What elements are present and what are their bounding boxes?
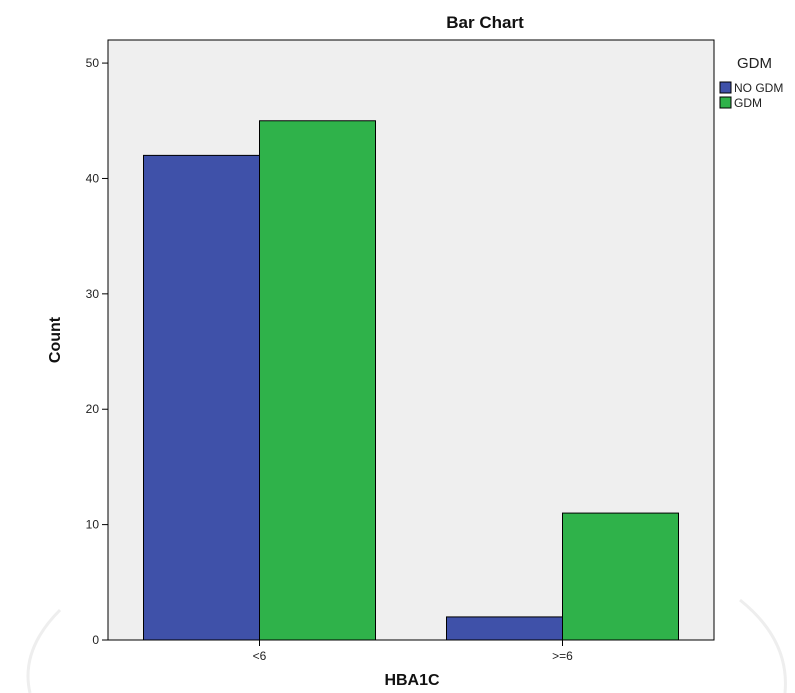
y-tick-label: 50: [86, 56, 100, 70]
x-axis-title: HBA1C: [384, 672, 440, 689]
y-tick-label: 0: [92, 633, 99, 647]
bar-gdm-1: [562, 512, 679, 641]
decorative-arc-right: [739, 598, 787, 693]
y-tick-label: 30: [86, 287, 100, 301]
bar-no-gdm-0: [143, 154, 260, 641]
y-tick-label: 10: [86, 518, 100, 532]
x-tick-label: <6: [253, 649, 267, 663]
y-axis: 0 10 20 30 40 50: [86, 56, 108, 647]
bars: [143, 120, 679, 641]
y-axis-title: Count: [47, 316, 64, 363]
x-axis: <6 >=6: [253, 640, 573, 663]
legend-swatch: [719, 96, 732, 109]
legend-label: GDM: [734, 96, 762, 110]
legend-title: GDM: [737, 55, 772, 72]
y-tick-label: 20: [86, 402, 100, 416]
decorative-arc-left: [26, 608, 62, 693]
bar-gdm-0: [259, 120, 376, 641]
bar-no-gdm-1: [446, 616, 563, 641]
x-tick-label: >=6: [552, 649, 573, 663]
legend-swatch: [719, 81, 732, 94]
y-tick-label: 40: [86, 171, 100, 185]
chart-title: Bar Chart: [446, 13, 524, 32]
legend-label: NO GDM: [734, 81, 783, 95]
